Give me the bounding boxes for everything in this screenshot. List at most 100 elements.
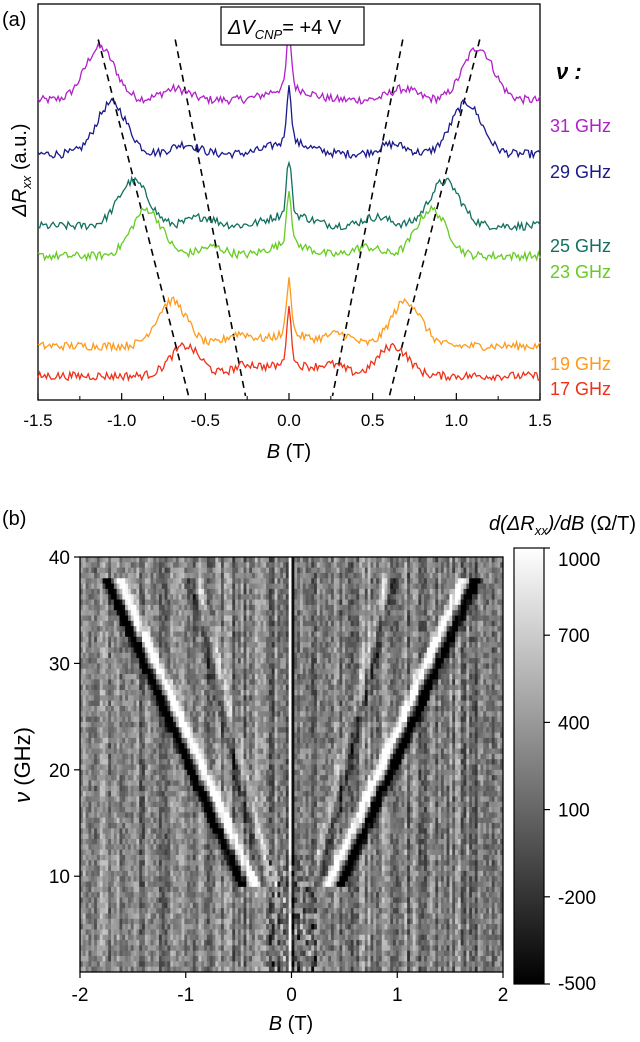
heatmap-cell xyxy=(108,727,112,733)
heatmap-cell xyxy=(308,679,312,686)
heatmap-cell xyxy=(302,631,306,638)
heatmap-cell xyxy=(429,668,433,675)
heatmap-cell xyxy=(356,615,360,622)
heatmap-cell xyxy=(80,647,84,654)
heatmap-cell xyxy=(274,674,278,680)
heatmap-cell xyxy=(215,620,219,627)
heatmap-cell xyxy=(170,711,174,718)
heatmap-cell xyxy=(376,679,380,686)
heatmap-cell xyxy=(243,567,247,574)
heatmap-cell xyxy=(173,674,177,680)
heatmap-cell xyxy=(164,674,168,680)
heatmap-cell xyxy=(424,588,428,595)
heatmap-cell xyxy=(345,721,349,728)
heatmap-cell xyxy=(362,578,366,584)
heatmap-cell xyxy=(350,716,354,723)
heatmap-cell xyxy=(85,658,89,664)
heatmap-cell xyxy=(452,583,456,590)
heatmap-cell xyxy=(435,700,439,707)
heatmap-cell xyxy=(370,631,374,638)
heatmap-cell xyxy=(440,636,445,643)
heatmap-cell xyxy=(404,599,408,606)
heatmap-cell xyxy=(378,599,383,606)
heatmap-cell xyxy=(294,705,298,712)
heatmap-cell xyxy=(226,562,230,569)
heatmap-cell xyxy=(305,626,309,632)
heatmap-cell xyxy=(319,642,323,648)
heatmap-cell xyxy=(415,695,419,702)
heatmap-cell xyxy=(125,721,129,728)
heatmap-cell xyxy=(384,705,388,712)
heatmap-cell xyxy=(147,604,151,611)
heatmap-cell xyxy=(125,711,129,718)
heatmap-cell xyxy=(221,594,225,600)
heatmap-cell xyxy=(381,663,385,670)
heatmap-cell xyxy=(322,663,326,670)
heatmap-cell xyxy=(170,647,174,654)
heatmap-cell xyxy=(91,626,95,632)
heatmap-cell xyxy=(198,636,202,643)
heatmap-cell xyxy=(376,578,380,584)
heatmap-cell xyxy=(280,599,284,606)
heatmap-cell xyxy=(294,594,298,600)
heatmap-cell xyxy=(181,557,185,563)
heatmap-cell xyxy=(387,599,391,606)
heatmap-cell xyxy=(268,652,273,659)
heatmap-cell xyxy=(404,695,408,702)
heatmap-cell xyxy=(494,631,498,638)
heatmap-cell xyxy=(198,588,202,595)
heatmap-cell xyxy=(85,690,89,696)
heatmap-cell xyxy=(359,562,363,569)
heatmap-cell xyxy=(223,668,228,675)
heatmap-cell xyxy=(390,658,394,664)
heatmap-cell xyxy=(252,674,256,680)
heatmap-cell xyxy=(189,604,194,611)
heatmap-cell xyxy=(390,578,394,584)
heatmap-cell xyxy=(438,652,442,659)
heatmap-cell xyxy=(328,721,332,728)
heatmap-cell xyxy=(215,674,219,680)
heatmap-cell xyxy=(240,652,244,659)
heatmap-cell xyxy=(206,658,211,664)
heatmap-cell xyxy=(469,663,473,670)
heatmap-cell xyxy=(308,700,312,707)
heatmap-cell xyxy=(122,695,126,702)
heatmap-cell xyxy=(111,594,115,600)
heatmap-cell xyxy=(232,567,236,574)
heatmap-cell xyxy=(409,727,414,733)
heatmap-cell xyxy=(466,620,470,627)
heatmap-cell xyxy=(175,663,180,670)
heatmap-cell xyxy=(452,610,456,616)
heatmap-cell xyxy=(435,668,439,675)
heatmap-cell xyxy=(373,631,377,638)
heatmap-cell xyxy=(175,642,180,648)
heatmap-cell xyxy=(99,647,103,654)
heatmap-cell xyxy=(167,626,171,632)
heatmap-cell xyxy=(440,562,445,569)
heatmap-cell xyxy=(125,695,129,702)
heatmap-cell xyxy=(223,620,228,627)
heatmap-cell xyxy=(350,557,354,563)
heatmap-cell xyxy=(330,620,335,627)
heatmap-cell xyxy=(94,716,98,723)
heatmap-cell xyxy=(215,594,219,600)
heatmap-cell xyxy=(201,721,205,728)
heatmap-cell xyxy=(161,727,165,733)
heatmap-cell xyxy=(491,562,495,569)
heatmap-cell xyxy=(144,700,149,707)
annotation-box xyxy=(220,6,365,46)
heatmap-cell xyxy=(223,599,228,606)
heatmap-cell xyxy=(105,572,109,579)
heatmap-cell xyxy=(88,690,92,696)
heatmap-cell xyxy=(347,604,352,611)
heatmap-cell xyxy=(150,588,154,595)
heatmap-cell xyxy=(356,695,360,702)
heatmap-cell xyxy=(494,690,498,696)
heatmap-cell xyxy=(477,578,481,584)
heatmap-cell xyxy=(158,578,163,584)
heatmap-cell xyxy=(142,604,146,611)
heatmap-cell xyxy=(201,663,205,670)
heatmap-cell xyxy=(305,716,309,723)
heatmap-cell xyxy=(198,679,202,686)
heatmap-cell xyxy=(198,647,202,654)
